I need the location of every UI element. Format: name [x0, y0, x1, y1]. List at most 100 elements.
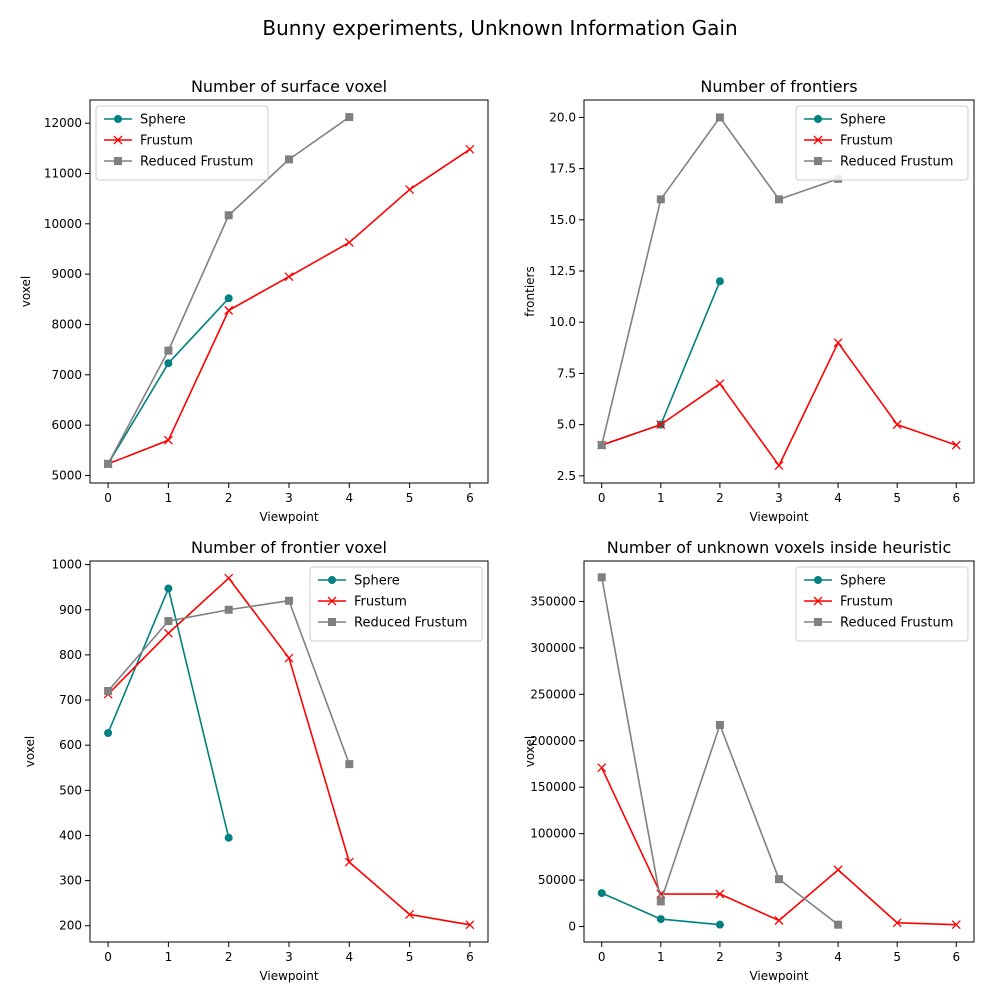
- data-point: [597, 573, 606, 582]
- chart-3: Number of frontier voxel 0 1 2 3 4 5 6 200 300 400…: [23, 538, 489, 983]
- data-point: [775, 875, 783, 884]
- legend-label: Sphere: [140, 113, 186, 128]
- y-tick-label: 1000: [51, 558, 82, 572]
- x-tick-label: 6: [952, 491, 960, 505]
- legend-label: Sphere: [840, 574, 886, 589]
- plot-frame: [583, 99, 975, 484]
- plot-frame: [583, 560, 975, 943]
- data-point: [951, 440, 961, 450]
- data-point: [284, 653, 294, 663]
- data-point: [656, 195, 665, 204]
- x-tick-label: 4: [834, 491, 842, 505]
- legend-marker: [328, 576, 336, 584]
- x-tick-label: 4: [834, 950, 842, 964]
- data-point: [775, 195, 783, 204]
- y-tick-label: 200000: [530, 734, 576, 748]
- data-point: [163, 435, 173, 445]
- x-tick-label: 1: [657, 950, 665, 964]
- x-tick-label: 2: [225, 491, 233, 505]
- plot-frame: [89, 99, 489, 484]
- y-tick-label: 700: [59, 693, 82, 707]
- data-point: [405, 185, 415, 195]
- y-tick-label: 300000: [530, 641, 576, 655]
- legend-marker: [328, 618, 336, 626]
- x-tick-label: 1: [165, 950, 173, 964]
- y-tick-label: 400: [59, 828, 82, 842]
- x-tick-label: 0: [598, 491, 606, 505]
- y-tick-label: 5.0: [557, 418, 576, 432]
- data-point: [715, 379, 725, 389]
- data-point: [344, 237, 354, 247]
- x-tick-label: 4: [345, 950, 353, 964]
- y-tick-label: 350000: [530, 594, 576, 608]
- legend-label: Frustum: [140, 134, 193, 149]
- legend-label: Sphere: [354, 574, 400, 589]
- chart-4: Number of unknown voxels inside heuristi…: [523, 538, 975, 983]
- y-tick-label: 9000: [51, 267, 82, 281]
- data-point: [715, 277, 724, 286]
- y-tick-label: 10.0: [549, 315, 576, 329]
- legend-label: Frustum: [840, 134, 893, 149]
- data-point: [715, 920, 724, 929]
- data-point: [104, 687, 113, 696]
- x-tick-label: 2: [225, 950, 233, 964]
- x-tick-label: 0: [598, 950, 606, 964]
- data-point: [163, 628, 173, 638]
- data-point: [344, 857, 354, 867]
- x-tick-label: 4: [345, 491, 353, 505]
- legend-label: Reduced Frustum: [840, 616, 953, 631]
- y-axis-label: frontiers: [523, 266, 537, 316]
- legend-box: [795, 566, 969, 642]
- data-point: [715, 113, 724, 122]
- x-tick-label: 6: [466, 491, 474, 505]
- data-point: [656, 420, 666, 430]
- x-tick-label: 5: [406, 950, 414, 964]
- y-tick-label: 17.5: [549, 162, 576, 176]
- x-axis-label: Viewpoint: [259, 969, 318, 983]
- y-tick-label: 50000: [538, 873, 576, 887]
- x-tick-label: 6: [466, 950, 474, 964]
- y-tick-label: 200: [59, 919, 82, 933]
- figure-title: Bunny experiments, Unknown Information G…: [262, 16, 738, 40]
- data-point: [715, 720, 724, 729]
- data-point: [345, 760, 354, 769]
- y-axis-label: voxel: [23, 736, 37, 768]
- data-point: [164, 359, 173, 368]
- data-point: [834, 920, 843, 929]
- chart-2: Number of frontiers 0 1 2 3 4 5 6 2.5 5.0 7.5 10.0 1…: [523, 77, 975, 524]
- x-tick-label: 5: [893, 491, 901, 505]
- legend-marker: [327, 596, 337, 606]
- x-tick-label: 6: [952, 950, 960, 964]
- y-tick-label: 250000: [530, 687, 576, 701]
- data-point: [892, 420, 902, 430]
- y-tick-label: 300: [59, 874, 82, 888]
- data-point: [833, 865, 843, 875]
- data-point: [405, 910, 415, 919]
- x-tick-label: 3: [775, 491, 783, 505]
- data-point: [833, 338, 843, 348]
- chart-title: Number of surface voxel: [191, 77, 387, 96]
- y-axis-label: voxel: [19, 276, 33, 308]
- chart-title: Number of unknown voxels inside heuristi…: [607, 538, 952, 557]
- y-tick-label: 15.0: [549, 213, 576, 227]
- data-point: [285, 155, 293, 164]
- data-point: [465, 144, 475, 154]
- legend-label: Sphere: [840, 113, 886, 128]
- data-point: [104, 459, 113, 468]
- y-tick-label: 0: [568, 920, 576, 934]
- y-axis-label: voxel: [523, 736, 537, 768]
- x-tick-label: 0: [104, 950, 112, 964]
- legend-marker: [814, 618, 822, 626]
- x-tick-label: 2: [716, 950, 724, 964]
- y-tick-label: 20.0: [549, 110, 576, 124]
- x-tick-label: 1: [165, 491, 173, 505]
- legend-marker: [813, 135, 823, 145]
- series-line-frustum: [601, 341, 957, 467]
- y-tick-label: 2.5: [557, 469, 576, 483]
- data-point: [892, 918, 902, 928]
- x-tick-label: 3: [285, 491, 293, 505]
- legend-box: [795, 105, 969, 181]
- series-line-frustum: [107, 148, 471, 465]
- legend-marker: [814, 576, 822, 584]
